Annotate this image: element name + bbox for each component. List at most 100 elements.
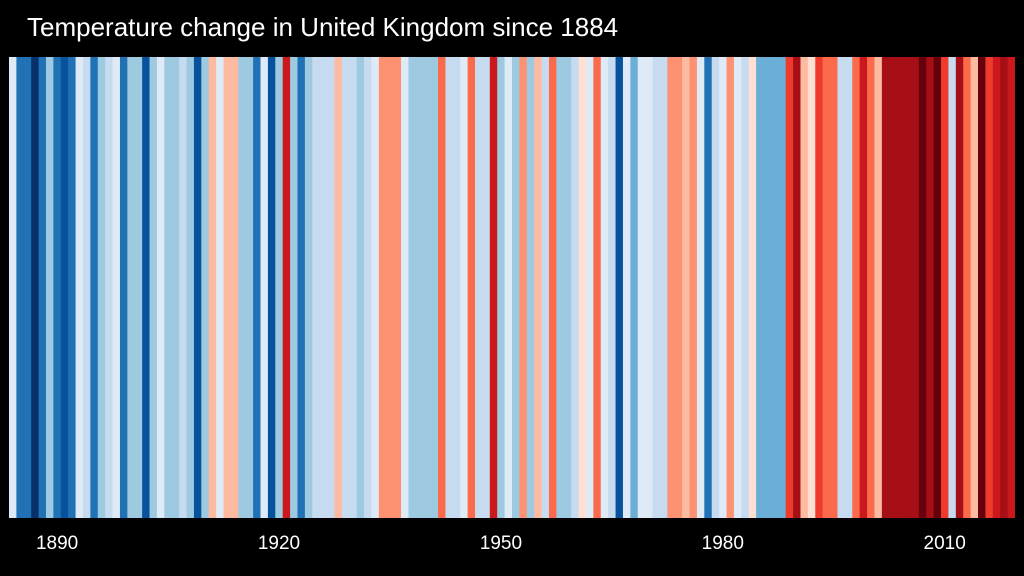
stripe-1958 [556, 57, 565, 518]
stripe-1938 [408, 57, 417, 518]
stripe-1986 [763, 57, 772, 518]
stripe-1947 [475, 57, 484, 518]
stripe-1923 [297, 57, 306, 518]
stripe-2004 [896, 57, 905, 518]
stripe-1959 [563, 57, 572, 518]
stripe-1892 [68, 57, 77, 518]
stripe-1933 [371, 57, 380, 518]
stripe-1953 [519, 57, 528, 518]
stripe-1943 [445, 57, 454, 518]
stripe-1965 [608, 57, 617, 518]
stripe-1951 [504, 57, 513, 518]
stripe-1898 [112, 57, 121, 518]
stripe-2015 [978, 57, 987, 518]
stripe-1949 [489, 57, 498, 518]
stripe-1999 [859, 57, 868, 518]
stripe-1975 [682, 57, 691, 518]
stripe-1968 [630, 57, 639, 518]
stripe-1914 [230, 57, 239, 518]
stripe-1893 [75, 57, 84, 518]
stripe-1990 [793, 57, 802, 518]
stripe-1980 [719, 57, 728, 518]
stripe-1991 [800, 57, 809, 518]
stripe-1948 [482, 57, 491, 518]
stripe-1908 [186, 57, 195, 518]
stripe-1896 [97, 57, 106, 518]
stripe-1889 [45, 57, 54, 518]
stripe-1919 [267, 57, 276, 518]
stripe-1934 [378, 57, 387, 518]
stripe-2019 [1007, 57, 1015, 518]
stripe-1995 [830, 57, 839, 518]
stripe-1972 [659, 57, 668, 518]
stripe-1903 [149, 57, 158, 518]
stripe-1944 [452, 57, 461, 518]
x-tick-label: 1890 [35, 533, 79, 554]
stripe-1997 [844, 57, 853, 518]
stripe-1926 [319, 57, 328, 518]
x-tick-label: 1980 [701, 533, 744, 554]
stripe-1939 [415, 57, 424, 518]
stripe-1890 [53, 57, 62, 518]
stripe-1983 [741, 57, 750, 518]
stripe-1987 [770, 57, 779, 518]
stripe-1945 [460, 57, 469, 518]
stripe-1966 [615, 57, 624, 518]
stripe-1978 [704, 57, 713, 518]
stripe-1891 [60, 57, 69, 518]
stripe-1994 [822, 57, 831, 518]
stripe-1928 [334, 57, 343, 518]
stripe-1918 [260, 57, 269, 518]
stripe-1899 [119, 57, 128, 518]
stripe-1993 [815, 57, 824, 518]
stripe-1937 [401, 57, 410, 518]
stripe-1950 [497, 57, 506, 518]
stripe-1885 [16, 57, 25, 518]
stripe-1932 [364, 57, 373, 518]
stripe-1916 [245, 57, 254, 518]
stripe-1982 [733, 57, 742, 518]
stripe-1957 [548, 57, 557, 518]
stripe-1935 [386, 57, 395, 518]
stripe-1915 [238, 57, 247, 518]
stripe-2017 [992, 57, 1001, 518]
stripe-1992 [807, 57, 816, 518]
stripe-1912 [216, 57, 225, 518]
stripe-2008 [926, 57, 935, 518]
stripe-1931 [356, 57, 365, 518]
stripe-1921 [282, 57, 291, 518]
stripe-2000 [867, 57, 876, 518]
stripe-1902 [142, 57, 151, 518]
stripe-1967 [622, 57, 631, 518]
stripe-2003 [889, 57, 898, 518]
stripe-1897 [105, 57, 114, 518]
stripe-1977 [696, 57, 705, 518]
stripe-1886 [23, 57, 32, 518]
stripe-1979 [711, 57, 720, 518]
stripe-1952 [512, 57, 520, 518]
stripe-1946 [467, 57, 476, 518]
stripe-2005 [904, 57, 913, 518]
stripe-1956 [541, 57, 550, 518]
stripe-1942 [438, 57, 447, 518]
stripe-1924 [304, 57, 313, 518]
stripe-1906 [171, 57, 180, 518]
stripe-1964 [600, 57, 609, 518]
stripe-1909 [193, 57, 202, 518]
warming-stripes-chart [9, 57, 1015, 518]
stripe-2009 [933, 57, 942, 518]
stripe-2018 [1000, 57, 1009, 518]
stripe-1913 [223, 57, 232, 518]
stripe-1961 [578, 57, 587, 518]
stripe-1974 [674, 57, 683, 518]
stripe-2006 [911, 57, 920, 518]
stripe-1954 [526, 57, 535, 518]
stripe-1971 [652, 57, 661, 518]
stripe-1922 [290, 57, 299, 518]
stripe-1888 [38, 57, 47, 518]
stripe-1917 [253, 57, 262, 518]
stripe-1920 [275, 57, 284, 518]
stripe-1911 [208, 57, 217, 518]
stripe-1955 [534, 57, 543, 518]
stripe-1973 [667, 57, 676, 518]
